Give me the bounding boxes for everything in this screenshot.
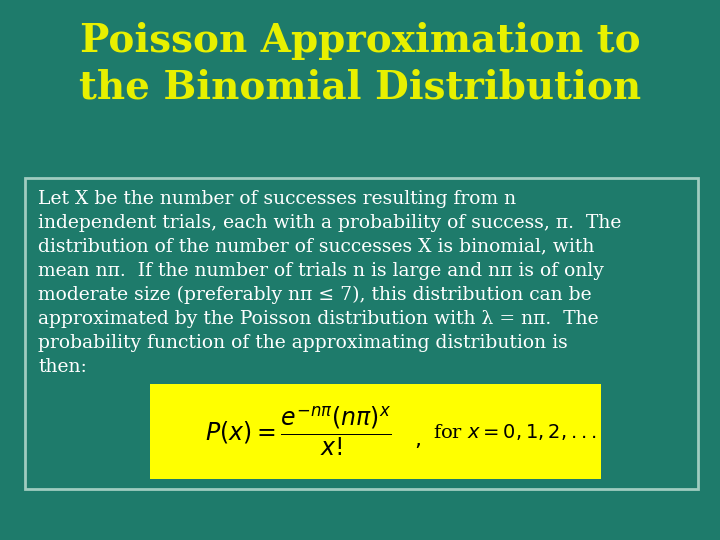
FancyBboxPatch shape xyxy=(25,178,698,489)
Text: $P(x) = \dfrac{e^{-n\pi}(n\pi)^{x}}{x!}$: $P(x) = \dfrac{e^{-n\pi}(n\pi)^{x}}{x!}$ xyxy=(205,405,392,458)
Text: ,: , xyxy=(415,430,422,450)
FancyBboxPatch shape xyxy=(150,384,600,479)
Text: Let X be the number of successes resulting from n
independent trials, each with : Let X be the number of successes resulti… xyxy=(38,190,621,376)
Text: for $x = 0, 1, 2,...$: for $x = 0, 1, 2,...$ xyxy=(433,422,597,442)
Text: Poisson Approximation to
the Binomial Distribution: Poisson Approximation to the Binomial Di… xyxy=(79,22,641,106)
